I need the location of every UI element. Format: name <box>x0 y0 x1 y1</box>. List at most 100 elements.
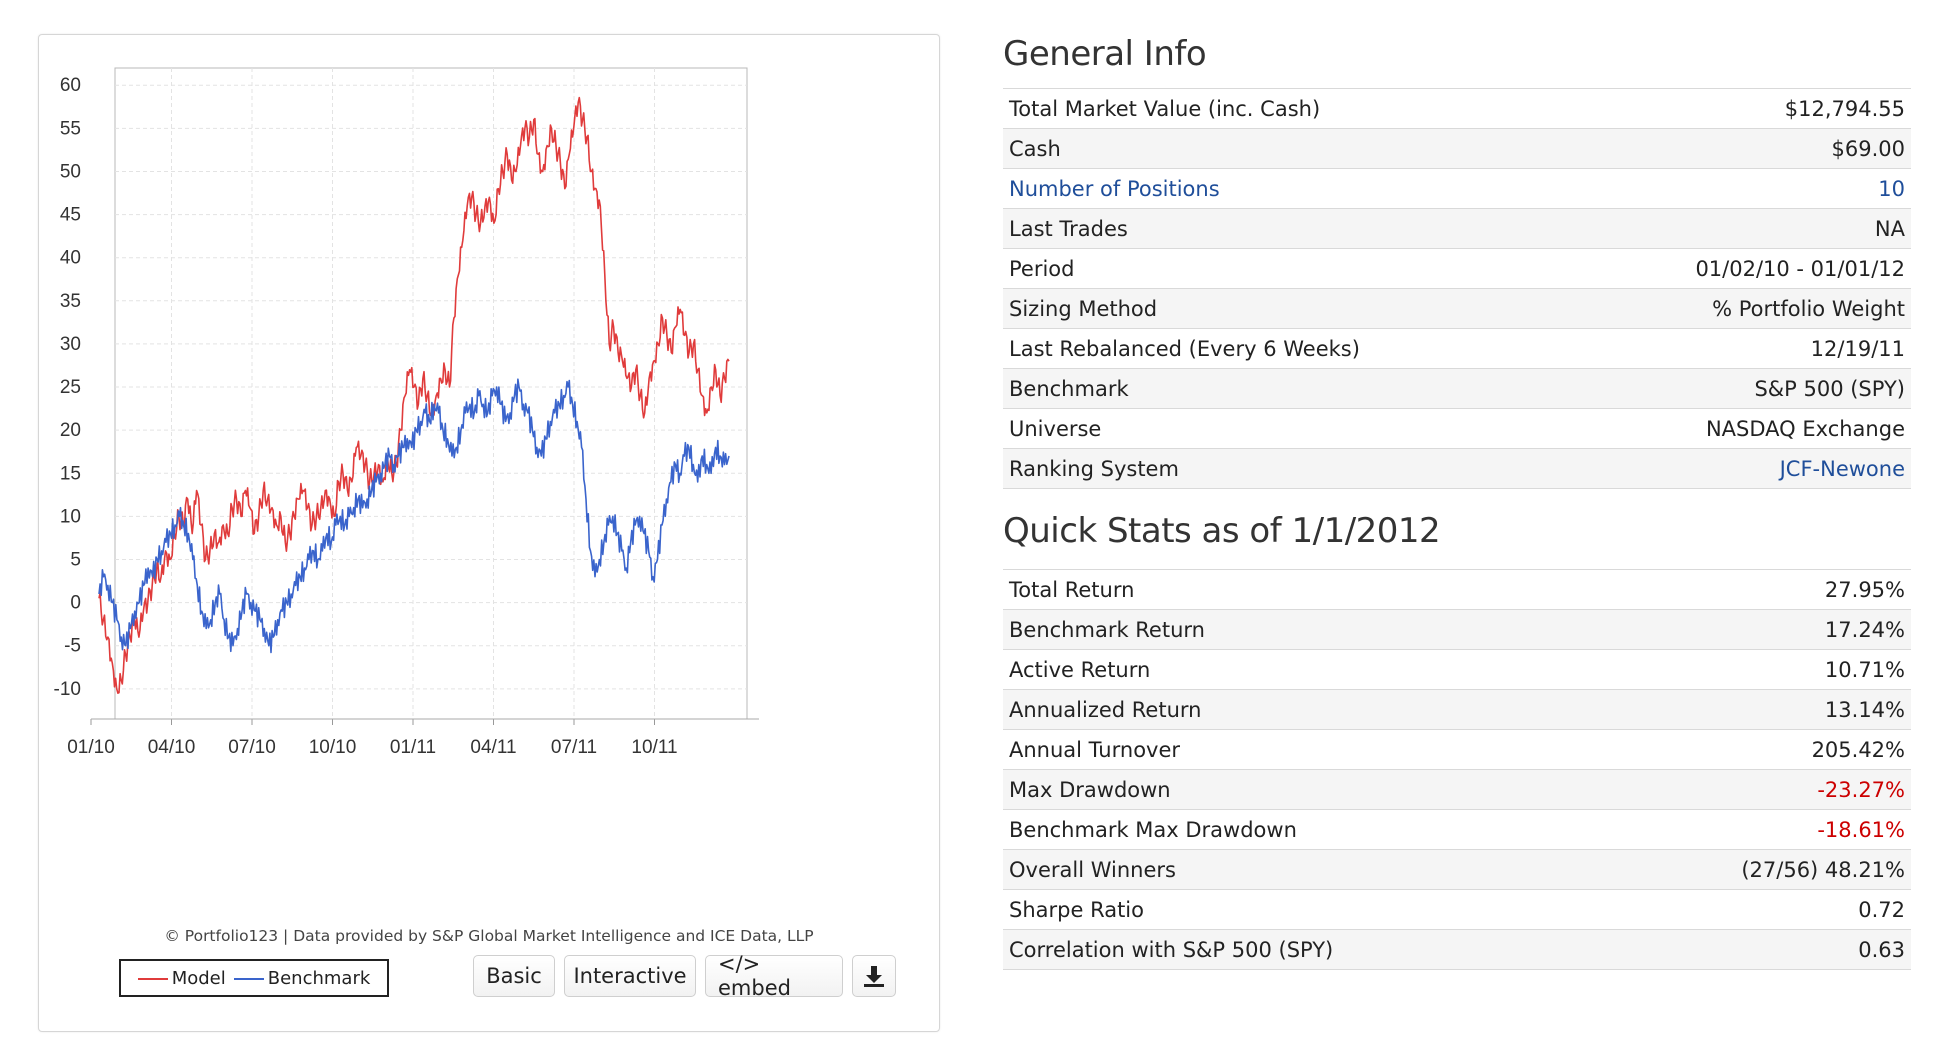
row-value: 17.24% <box>1599 609 1911 650</box>
x-tick-label: 07/11 <box>551 737 597 758</box>
y-tick-label: 35 <box>60 291 81 312</box>
legend-benchmark-label: Benchmark <box>267 967 371 989</box>
x-tick-label: 04/11 <box>470 737 516 758</box>
info-row: Benchmark S&P 500 (SPY) <box>1003 368 1911 409</box>
row-label[interactable]: Number of Positions <box>1003 168 1567 209</box>
info-row: Sizing Method% Portfolio Weight <box>1003 288 1911 329</box>
row-label: Annual Turnover <box>1003 729 1600 770</box>
y-tick-label: 50 <box>60 161 81 182</box>
row-value: % Portfolio Weight <box>1566 288 1911 329</box>
general-info-table: Total Market Value (inc. Cash) $12,794.55… <box>1003 88 1911 489</box>
x-tick-label: 10/11 <box>631 737 677 758</box>
row-value: $12,794.55 <box>1566 88 1911 129</box>
quick-stats-table: Total Return 27.95% Benchmark Return 17.24%… <box>1003 569 1911 970</box>
row-value[interactable]: JCF-Newone <box>1566 448 1911 489</box>
info-row: Annualized Return 13.14% <box>1003 689 1911 730</box>
x-tick-label: 01/11 <box>390 737 436 758</box>
basic-button[interactable]: Basic <box>473 955 555 997</box>
y-tick-label: 5 <box>70 549 81 570</box>
info-row: Last Rebalanced (Every 6 Weeks) 12/19/11 <box>1003 328 1911 369</box>
row-value: 205.42% <box>1599 729 1911 770</box>
row-value[interactable]: 10 <box>1566 168 1911 209</box>
y-tick-label: 20 <box>60 420 81 441</box>
row-value: 01/02/10 - 01/01/12 <box>1566 248 1911 289</box>
row-label: Active Return <box>1003 649 1600 690</box>
x-tick-label: 04/10 <box>148 737 196 758</box>
row-label: Benchmark Return <box>1003 609 1600 650</box>
info-row: Benchmark Max Drawdown -18.61% <box>1003 809 1911 850</box>
row-label: Total Market Value (inc. Cash) <box>1003 88 1567 129</box>
row-label: Overall Winners <box>1003 849 1600 890</box>
row-label: Max Drawdown <box>1003 769 1600 810</box>
row-label: Correlation with S&P 500 (SPY) <box>1003 929 1600 970</box>
row-label: Last Trades <box>1003 208 1567 249</box>
legend-model-label: Model <box>171 967 226 989</box>
y-tick-label: 60 <box>60 75 81 96</box>
row-value: -18.61% <box>1599 809 1911 850</box>
interactive-button[interactable]: Interactive <box>564 955 696 997</box>
row-value: S&P 500 (SPY) <box>1566 368 1911 409</box>
legend-model[interactable]: Model <box>137 967 226 989</box>
row-value: (27/56) 48.21% <box>1599 849 1911 890</box>
info-row: Correlation with S&P 500 (SPY) 0.63 <box>1003 929 1911 970</box>
row-value: 0.63 <box>1599 929 1911 970</box>
y-tick-label: 55 <box>60 118 81 139</box>
info-row: Universe NASDAQ Exchange <box>1003 408 1911 449</box>
info-row: Cash $69.00 <box>1003 128 1911 169</box>
row-value: NA <box>1566 208 1911 249</box>
row-value: $69.00 <box>1566 128 1911 169</box>
info-row: Sharpe Ratio 0.72 <box>1003 889 1911 930</box>
info-row: Period 01/02/10 - 01/01/12 <box>1003 248 1911 289</box>
row-value: NASDAQ Exchange <box>1566 408 1911 449</box>
y-tick-label: -5 <box>64 636 81 657</box>
x-tick-label: 01/10 <box>67 737 115 758</box>
info-row: Last Trades NA <box>1003 208 1911 249</box>
download-icon <box>864 966 884 987</box>
row-label: Universe <box>1003 408 1567 449</box>
embed-button[interactable]: </> embed <box>705 952 843 1000</box>
data-credit: © Portfolio123 | Data provided by S&P Gl… <box>164 927 814 945</box>
row-label: Sharpe Ratio <box>1003 889 1600 930</box>
row-value: -23.27% <box>1599 769 1911 810</box>
row-value: 12/19/11 <box>1566 328 1911 369</box>
download-button[interactable] <box>852 955 896 997</box>
row-label: Annualized Return <box>1003 689 1600 730</box>
info-row: Number of Positions 10 <box>1003 168 1911 209</box>
row-label: Sizing Method <box>1003 288 1567 329</box>
chart-panel: 60 55 50 45 40 35 30 25 20 15 10 5 0 -5 -10 01/10 04/10… <box>38 34 940 1032</box>
series-line-benchmark[interactable] <box>98 378 730 654</box>
chart-toolbar: Basic Interactive </> embed <box>473 952 896 1000</box>
row-label: Total Return <box>1003 569 1600 610</box>
row-label: Last Rebalanced (Every 6 Weeks) <box>1003 328 1567 369</box>
y-tick-label: -10 <box>54 679 81 700</box>
row-label: Ranking System <box>1003 448 1567 489</box>
row-label: Benchmark Max Drawdown <box>1003 809 1600 850</box>
x-tick-label: 07/10 <box>228 737 276 758</box>
row-label: Benchmark <box>1003 368 1567 409</box>
legend-benchmark[interactable]: Benchmark <box>233 967 371 989</box>
info-row: Active Return 10.71% <box>1003 649 1911 690</box>
summary-panel: General Info Total Market Value (inc. Ca… <box>1003 28 1911 970</box>
y-tick-label: 25 <box>60 377 81 398</box>
row-value: 13.14% <box>1599 689 1911 730</box>
info-row: Overall Winners (27/56) 48.21% <box>1003 849 1911 890</box>
row-label: Period <box>1003 248 1567 289</box>
series-line-model[interactable] <box>98 96 730 695</box>
info-row: Total Market Value (inc. Cash) $12,794.55 <box>1003 88 1911 129</box>
chart-legend: Model Benchmark <box>119 959 389 997</box>
row-value: 0.72 <box>1599 889 1911 930</box>
y-tick-label: 40 <box>60 248 81 269</box>
y-tick-label: 0 <box>70 593 81 614</box>
x-tick-label: 10/10 <box>309 737 357 758</box>
y-tick-label: 45 <box>60 205 81 226</box>
info-row: Benchmark Return 17.24% <box>1003 609 1911 650</box>
row-label: Cash <box>1003 128 1567 169</box>
y-tick-label: 15 <box>60 463 81 484</box>
y-tick-label: 10 <box>60 506 81 527</box>
row-value: 27.95% <box>1599 569 1911 610</box>
info-row: Max Drawdown -23.27% <box>1003 769 1911 810</box>
row-value: 10.71% <box>1599 649 1911 690</box>
info-row: Ranking System JCF-Newone <box>1003 448 1911 489</box>
y-tick-label: 30 <box>60 334 81 355</box>
